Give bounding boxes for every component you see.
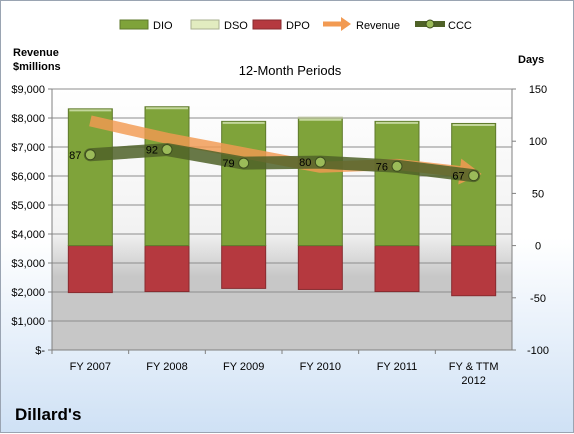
- dpo-bar: [144, 245, 190, 293]
- left-axis-tick-label: $2,000: [11, 287, 45, 299]
- dio-bar: [297, 117, 343, 247]
- ccc-data-label: 87: [69, 150, 81, 162]
- left-axis-tick-label: $4,000: [11, 229, 45, 241]
- category-label-line2: 2012: [461, 375, 485, 387]
- category-label: FY 2010: [300, 361, 341, 373]
- ccc-data-label: 80: [299, 157, 311, 169]
- left-axis-tick-label: $-: [35, 345, 45, 357]
- dso-bar: [297, 116, 343, 119]
- category-label: FY 2009: [223, 361, 264, 373]
- legend-label: DSO: [224, 20, 248, 32]
- dio-bar: [221, 120, 267, 247]
- legend-swatch-dso: [190, 19, 220, 30]
- ccc-point: [391, 160, 403, 172]
- right-axis-tick-label: 0: [535, 241, 541, 253]
- left-axis-title-line1: Revenue: [13, 47, 59, 59]
- chart-subtitle: 12-Month Periods: [239, 63, 342, 78]
- legend-swatch-ccc-marker: [425, 19, 435, 29]
- ccc-data-label: 92: [146, 145, 158, 157]
- right-axis-tick-label: -50: [530, 293, 546, 305]
- ccc-data-label: 79: [222, 158, 234, 170]
- left-axis-tick-label: $6,000: [11, 171, 45, 183]
- dio-bar: [67, 108, 113, 247]
- ccc-point: [468, 170, 480, 182]
- right-axis-tick-label: 100: [529, 136, 547, 148]
- ccc-line: [83, 143, 481, 183]
- right-axis-tick-label: 150: [529, 84, 547, 96]
- left-axis-tick-label: $7,000: [11, 142, 45, 154]
- left-axis-title-line2: $millions: [13, 61, 61, 73]
- dpo-bar: [221, 245, 267, 289]
- ccc-point: [314, 156, 326, 168]
- category-label: FY 2008: [146, 361, 187, 373]
- ccc-point: [161, 144, 173, 156]
- company-name: Dillard's: [15, 405, 82, 424]
- legend-swatch-dpo: [252, 19, 282, 30]
- legend-label: DPO: [286, 20, 310, 32]
- category-label: FY 2011: [377, 361, 418, 373]
- left-axis-tick-label: $1,000: [11, 316, 45, 328]
- legend-swatch-revenue-head: [341, 17, 351, 31]
- category-label: FY 2007: [70, 361, 111, 373]
- legend-label: Revenue: [356, 20, 400, 32]
- ccc-point: [84, 149, 96, 161]
- legend-swatch-dio: [119, 19, 149, 30]
- left-axis-tick-label: $9,000: [11, 84, 45, 96]
- ccc-data-label: 67: [452, 171, 464, 183]
- dpo-bar: [374, 245, 420, 293]
- right-axis-tick-label: -100: [527, 345, 549, 357]
- legend-label: DIO: [153, 20, 173, 32]
- legend-label: CCC: [448, 20, 472, 32]
- dpo-bar: [297, 245, 343, 290]
- dpo-bar: [67, 245, 113, 294]
- left-axis-tick-label: $5,000: [11, 200, 45, 212]
- right-axis-tick-label: 50: [532, 188, 544, 200]
- dio-bar: [144, 106, 190, 247]
- right-axis-title: Days: [518, 54, 544, 66]
- dio-bar: [451, 122, 497, 247]
- category-label: FY & TTM: [449, 361, 499, 373]
- dio-bar: [374, 120, 420, 247]
- ccc-data-label: 76: [376, 161, 388, 173]
- dpo-bar: [451, 245, 497, 297]
- left-axis-tick-label: $3,000: [11, 258, 45, 270]
- left-axis-tick-label: $8,000: [11, 113, 45, 125]
- ccc-point: [238, 157, 250, 169]
